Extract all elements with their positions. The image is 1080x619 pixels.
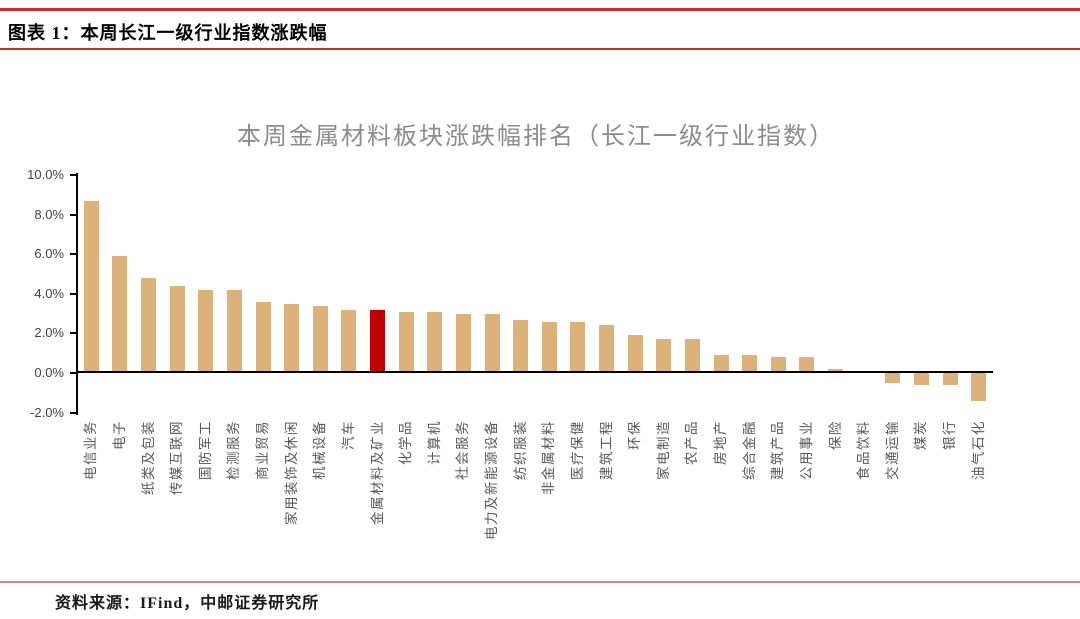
y-axis-tick-mark — [70, 253, 77, 256]
category-label: 油气石化 — [970, 420, 986, 480]
category-label: 商业贸易 — [255, 420, 271, 480]
category-label: 综合金融 — [741, 420, 757, 480]
category-label: 交通运输 — [884, 420, 900, 480]
category-label: 机械设备 — [312, 420, 328, 480]
category-label: 电力及新能源设备 — [484, 420, 500, 540]
category-label: 社会服务 — [455, 420, 471, 480]
category-label: 食品饮料 — [856, 420, 872, 480]
category-label: 非金属材料 — [541, 420, 557, 495]
bar-油气石化 — [971, 373, 987, 401]
bar-纸类及包装 — [141, 277, 157, 373]
bar-银行 — [942, 373, 958, 385]
bar-建筑产品 — [770, 357, 786, 373]
y-axis-tick-label: 8.0% — [34, 206, 64, 222]
category-label: 金属材料及矿业 — [369, 420, 385, 525]
bar-传媒互联网 — [169, 285, 185, 373]
bar-金属材料及矿业 — [370, 309, 386, 373]
bar-农产品 — [684, 339, 700, 373]
bar-电信业务 — [83, 200, 99, 373]
category-label: 医疗保健 — [569, 420, 585, 480]
bar-家用装饰及休闲 — [284, 303, 300, 373]
category-label: 汽车 — [340, 420, 356, 450]
category-label: 环保 — [627, 420, 643, 450]
category-label: 检测服务 — [226, 420, 242, 480]
y-axis-tick-label: 4.0% — [34, 285, 64, 301]
y-axis-tick-mark — [70, 213, 77, 216]
bar-机械设备 — [312, 305, 328, 373]
bar-商业贸易 — [255, 301, 271, 373]
header-divider-rule — [0, 48, 1080, 50]
category-label: 电信业务 — [83, 420, 99, 480]
category-label: 计算机 — [426, 420, 442, 465]
category-label: 电子 — [111, 420, 127, 450]
y-axis-tick-label: 2.0% — [34, 325, 64, 341]
bar-交通运输 — [885, 373, 901, 383]
category-label: 国防军工 — [197, 420, 213, 480]
category-label: 化学品 — [398, 420, 414, 465]
bar-汽车 — [341, 309, 357, 373]
chart-title: 本周金属材料板块涨跌幅排名（长江一级行业指数） — [237, 123, 835, 150]
y-axis-tick-mark — [70, 292, 77, 295]
category-label: 煤炭 — [913, 420, 929, 450]
category-label: 建筑工程 — [598, 420, 614, 480]
bar-医疗保健 — [570, 321, 586, 373]
bar-电力及新能源设备 — [484, 313, 500, 373]
bar-家电制造 — [656, 339, 672, 373]
bar-社会服务 — [455, 313, 471, 373]
category-label: 农产品 — [684, 420, 700, 465]
y-axis-tick-label: 0.0% — [34, 365, 64, 380]
source-note: 资料来源：IFind，中邮证券研究所 — [55, 595, 320, 612]
figure-caption: 图表 1：本周长江一级行业指数涨跌幅 — [8, 23, 328, 43]
category-label: 家用装饰及休闲 — [283, 420, 299, 525]
bar-国防军工 — [198, 289, 214, 373]
x-axis-baseline — [76, 371, 993, 373]
y-axis-tick-label: 6.0% — [34, 246, 64, 262]
y-axis-tick-label: -2.0% — [30, 404, 64, 420]
bar-化学品 — [398, 311, 414, 373]
category-label: 保险 — [827, 420, 843, 450]
y-axis-tick-mark — [70, 372, 77, 374]
bar-环保 — [627, 335, 643, 373]
bar-煤炭 — [913, 373, 929, 385]
bar-房地产 — [713, 355, 729, 373]
bar-公用事业 — [799, 357, 815, 373]
bar-建筑工程 — [599, 325, 615, 373]
top-red-rule — [0, 8, 1080, 11]
bar-纺织服装 — [513, 319, 529, 373]
y-axis-tick-mark — [70, 411, 77, 414]
bar-综合金融 — [742, 355, 758, 373]
category-label: 纺织服装 — [512, 420, 528, 480]
category-label: 家电制造 — [655, 420, 671, 480]
y-axis-tick-label: 10.0% — [27, 167, 64, 182]
category-label: 银行 — [942, 420, 958, 450]
bar-非金属材料 — [541, 321, 557, 373]
category-label: 纸类及包装 — [140, 420, 156, 495]
category-label: 公用事业 — [798, 420, 814, 480]
category-label: 传媒互联网 — [169, 420, 185, 495]
bar-计算机 — [427, 311, 443, 373]
footer-divider-rule — [0, 581, 1080, 583]
category-label: 房地产 — [713, 420, 729, 465]
y-axis-line — [76, 173, 78, 415]
category-label: 建筑产品 — [770, 420, 786, 480]
y-axis-tick-mark — [70, 174, 77, 176]
y-axis-tick-mark — [70, 332, 77, 335]
bar-电子 — [112, 256, 128, 373]
bar-检测服务 — [226, 289, 242, 373]
